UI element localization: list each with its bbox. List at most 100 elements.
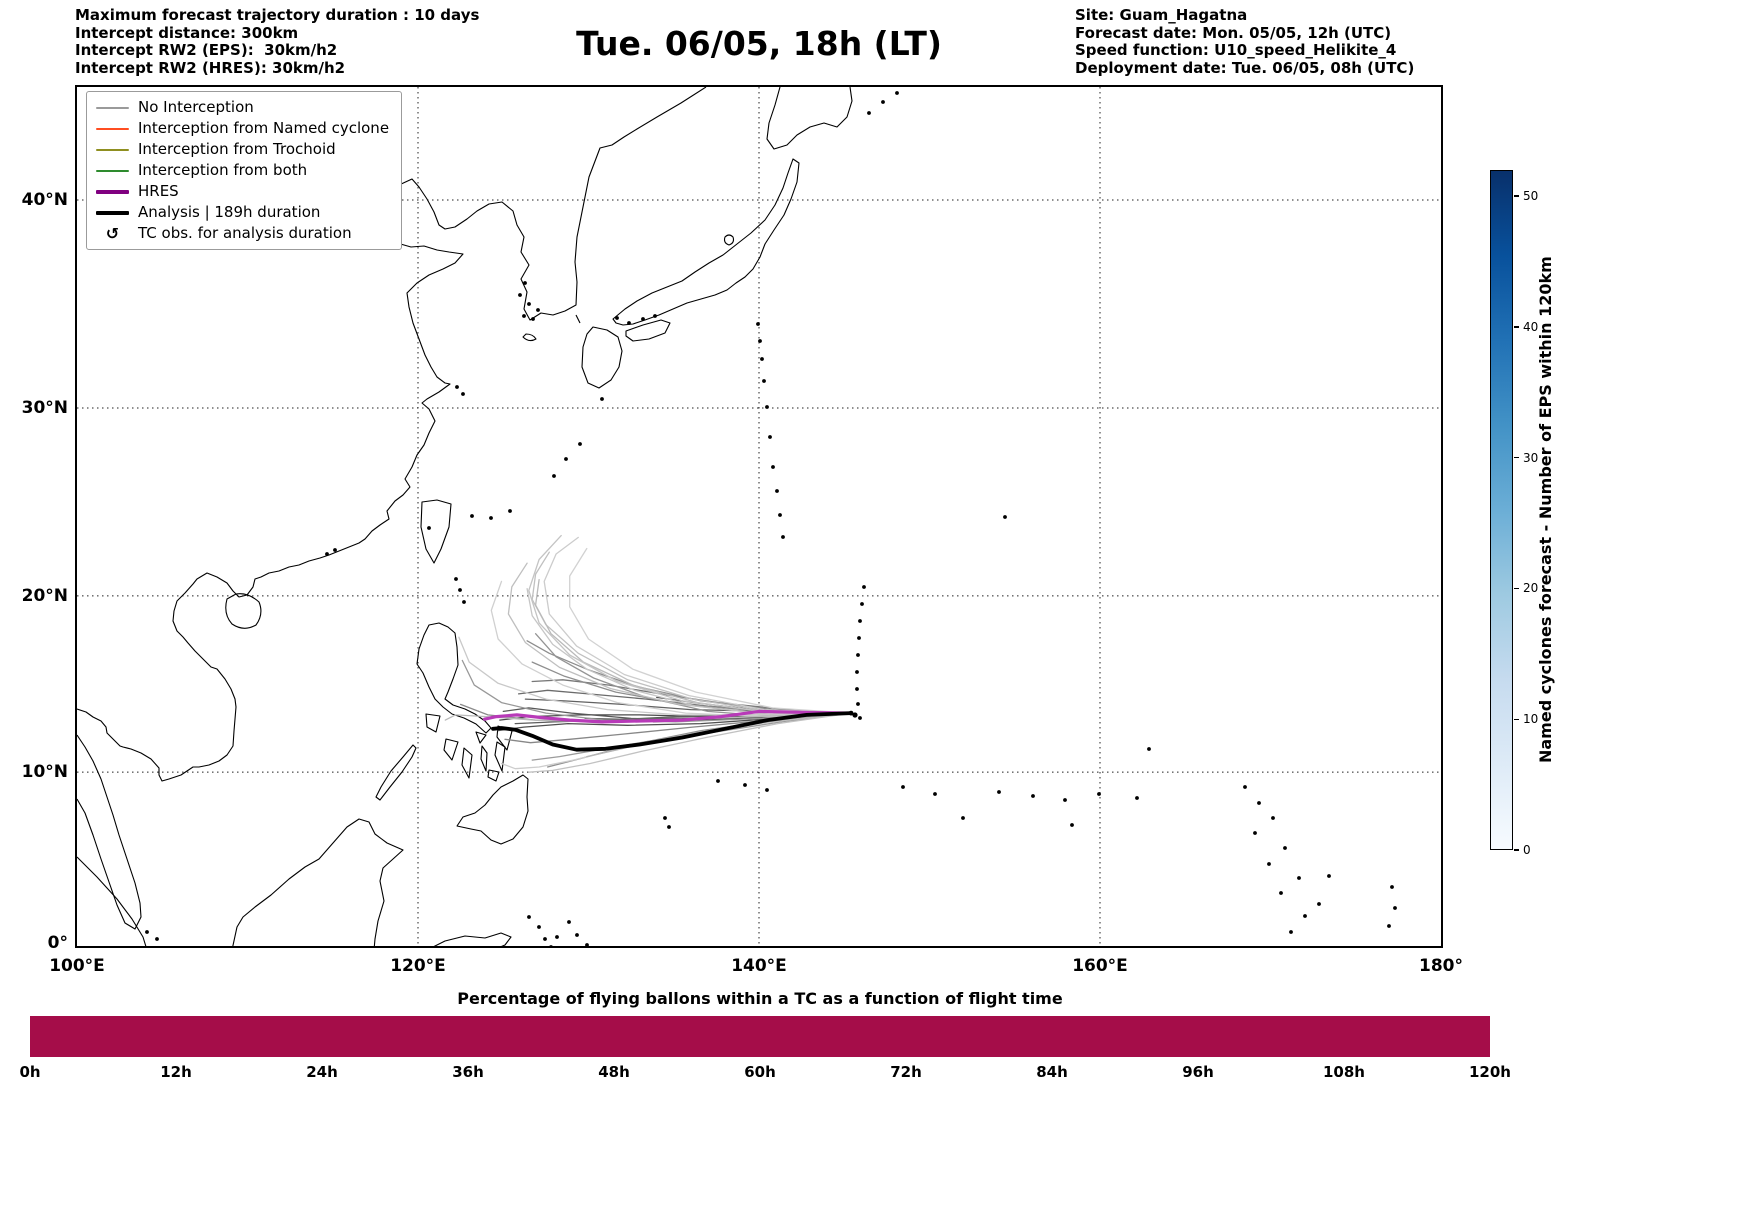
island-dot — [858, 619, 862, 623]
coastline — [77, 87, 707, 782]
coastline — [723, 234, 735, 246]
island-dot — [857, 636, 861, 640]
island-dot — [537, 925, 541, 929]
map-svg — [77, 87, 1441, 946]
bottom-chart-tick-label: 36h — [452, 1063, 484, 1081]
bottom-chart-title: Percentage of flying ballons within a TC… — [457, 989, 1063, 1008]
bottom-chart-tick-label: 108h — [1323, 1063, 1365, 1081]
legend-item-label: Interception from Trochoid — [138, 140, 336, 158]
island-dot — [543, 937, 547, 941]
x-tick-label: 120°E — [390, 956, 446, 976]
island-dot — [1243, 785, 1247, 789]
coastline — [420, 499, 452, 564]
island-dot — [615, 316, 619, 320]
island-dot — [627, 321, 631, 325]
island-dot — [760, 357, 764, 361]
legend-symbol: ↺ — [96, 225, 129, 242]
island-dot — [855, 687, 859, 691]
bottom-chart-tick-label: 96h — [1182, 1063, 1214, 1081]
island-dot — [855, 670, 859, 674]
island-dot — [527, 302, 531, 306]
coastline — [480, 745, 488, 772]
legend-item: Interception from Named cyclone — [96, 120, 389, 137]
hres-trajectory — [482, 709, 853, 724]
legend-line-sample — [96, 189, 129, 194]
coastline — [416, 622, 492, 734]
island-dot — [762, 379, 766, 383]
island-dot — [856, 653, 860, 657]
bottom-chart-tick-label: 24h — [306, 1063, 338, 1081]
island-dot — [1253, 831, 1257, 835]
island-dot — [756, 322, 760, 326]
island-dot — [458, 588, 462, 592]
ensemble-trajectory — [569, 547, 852, 714]
island-dot — [663, 816, 667, 820]
bottom-chart-plot — [30, 1016, 1490, 1057]
island-dot — [765, 788, 769, 792]
bottom-chart-tick-label: 12h — [160, 1063, 192, 1081]
ensemble-trajectory — [458, 636, 852, 716]
x-tick-label: 180° — [1419, 956, 1463, 976]
island-dot — [518, 293, 522, 297]
header-left-line: Intercept RW2 (EPS): 30km/h2 — [75, 41, 338, 59]
island-dot — [901, 785, 905, 789]
island-dot — [600, 397, 604, 401]
island-dot — [860, 602, 864, 606]
coastline — [461, 747, 473, 779]
island-dot — [155, 937, 159, 941]
legend-line-swatch — [96, 106, 129, 109]
island-dot — [895, 91, 899, 95]
island-dot — [454, 577, 458, 581]
island-dot — [641, 317, 645, 321]
header-left-line: Maximum forecast trajectory duration : 1… — [75, 6, 480, 24]
island-dot — [1283, 846, 1287, 850]
island-dot — [462, 600, 466, 604]
x-tick-label: 140°E — [731, 956, 787, 976]
island-dot — [775, 489, 779, 493]
coastline — [77, 856, 147, 946]
island-dot — [325, 552, 329, 556]
y-tick-label: 10°N — [21, 762, 68, 783]
colorbar-tick-label: 40 — [1523, 319, 1539, 334]
legend-line-swatch — [96, 148, 129, 151]
island-dot — [578, 442, 582, 446]
flight-time-bar — [30, 1016, 1490, 1057]
header-right-line: Speed function: U10_speed_Helikite_4 — [1075, 41, 1397, 59]
island-dot — [555, 935, 559, 939]
coastline — [487, 769, 500, 782]
colorbar-tick-label: 30 — [1523, 450, 1539, 465]
tc-obs-icon: ↺ — [105, 224, 120, 243]
y-tick-label: 20°N — [21, 585, 68, 606]
coastline — [575, 314, 581, 324]
island-dot — [508, 509, 512, 513]
island-dot — [1097, 792, 1101, 796]
coastline — [77, 734, 142, 930]
x-tick-label: 100°E — [49, 956, 105, 976]
island-dot — [1063, 798, 1067, 802]
header-left-line: Intercept RW2 (HRES): 30km/h2 — [75, 58, 346, 77]
island-dot — [1393, 906, 1397, 910]
legend-line-swatch — [96, 127, 129, 130]
island-dot — [333, 548, 337, 552]
island-dot — [585, 943, 589, 946]
coastline — [375, 744, 417, 801]
header-right-block: Site: Guam_Hagatna Forecast date: Mon. 05… — [1075, 6, 1415, 77]
ensemble-trajectory — [507, 562, 852, 714]
colorbar-tick-mark — [1514, 849, 1519, 851]
island-dot — [567, 920, 571, 924]
island-dot — [1279, 891, 1283, 895]
header-left-block: Maximum forecast trajectory duration : 1… — [75, 6, 480, 77]
header-right-line: Deployment date: Tue. 06/05, 08h (UTC) — [1075, 58, 1415, 77]
analysis-trajectory — [491, 711, 853, 752]
bottom-chart-tick-label: 60h — [744, 1063, 776, 1081]
ensemble-trajectory — [490, 580, 852, 718]
legend-line-sample — [96, 127, 129, 130]
island-dot — [768, 435, 772, 439]
legend-line-swatch — [96, 189, 129, 194]
legend-item: Interception from Trochoid — [96, 141, 389, 158]
island-dot — [461, 392, 465, 396]
header-right-line: Site: Guam_Hagatna — [1075, 6, 1248, 24]
island-dot — [531, 317, 535, 321]
island-dot — [564, 457, 568, 461]
